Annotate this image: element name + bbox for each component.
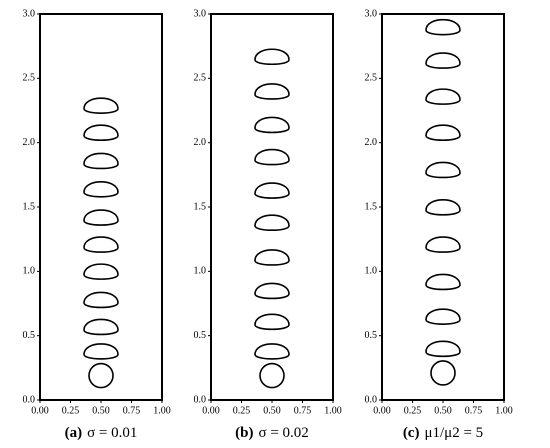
y-tick-label: 2.0 <box>365 137 378 148</box>
bubble <box>425 273 461 291</box>
y-tick-label: 2.5 <box>23 73 36 84</box>
bubble <box>254 343 290 360</box>
bubble <box>425 198 461 216</box>
y-tick-label: 1.5 <box>194 201 207 212</box>
bubble <box>254 313 290 331</box>
caption-text: σ = 0.02 <box>259 425 309 441</box>
y-tick-label: 1.0 <box>365 266 378 277</box>
x-tick-label: 0.75 <box>465 405 483 416</box>
x-tick-label: 0.25 <box>404 405 422 416</box>
bubble <box>425 236 461 253</box>
bubble <box>425 161 461 179</box>
bubble <box>425 88 461 105</box>
bubble <box>88 362 114 389</box>
caption-label: (b) <box>235 425 253 441</box>
caption-text: μ1/μ2 = 5 <box>424 425 483 441</box>
bubble <box>83 209 119 226</box>
bubble <box>83 97 119 114</box>
bubble <box>425 18 461 36</box>
x-tick-label: 0.00 <box>31 405 49 416</box>
bubble <box>254 182 290 199</box>
y-tick-label: 1.5 <box>365 201 378 212</box>
x-tick-label: 0.75 <box>123 405 141 416</box>
caption-label: (c) <box>403 425 420 441</box>
y-tick-label: 2.0 <box>23 137 36 148</box>
x-tick-label: 1.00 <box>153 405 171 416</box>
bubble <box>83 263 119 280</box>
y-tick-label: 0.0 <box>194 394 207 405</box>
bubble <box>83 318 119 336</box>
y-tick-label: 0.0 <box>365 394 378 405</box>
panel-caption: (b) σ = 0.02 <box>235 425 309 441</box>
bubble <box>83 343 119 360</box>
x-tick-label: 0.00 <box>202 405 220 416</box>
bubble <box>83 236 119 253</box>
y-tick-label: 1.0 <box>194 266 207 277</box>
x-tick-label: 1.00 <box>495 405 513 416</box>
bubble <box>425 308 461 325</box>
bubble <box>254 48 290 66</box>
y-tick-label: 2.0 <box>194 137 207 148</box>
caption-text: σ = 0.01 <box>87 425 137 441</box>
bubble <box>254 282 290 300</box>
bubble <box>83 180 119 198</box>
bubble <box>254 148 290 166</box>
x-tick-label: 1.00 <box>324 405 342 416</box>
bubble <box>254 214 290 232</box>
bubble <box>425 52 461 69</box>
x-tick-label: 0.50 <box>92 405 110 416</box>
panel-caption: (a) σ = 0.01 <box>65 425 138 441</box>
y-tick-label: 3.0 <box>23 8 36 19</box>
y-tick-label: 1.0 <box>23 266 36 277</box>
x-tick-label: 0.50 <box>434 405 452 416</box>
y-tick-label: 3.0 <box>365 8 378 19</box>
x-tick-label: 0.25 <box>62 405 80 416</box>
y-tick-label: 0.0 <box>23 394 36 405</box>
caption-label: (a) <box>65 425 83 441</box>
bubble <box>83 291 119 309</box>
bubble <box>425 124 461 141</box>
x-tick-label: 0.25 <box>233 405 251 416</box>
y-tick-label: 0.5 <box>365 330 378 341</box>
bubble <box>254 249 290 266</box>
y-tick-label: 1.5 <box>23 201 36 212</box>
plot-frame <box>39 13 163 401</box>
bubble <box>254 116 290 134</box>
y-tick-label: 0.5 <box>23 330 36 341</box>
x-tick-label: 0.75 <box>294 405 312 416</box>
panel-caption: (c) μ1/μ2 = 5 <box>403 425 483 441</box>
bubble <box>425 340 461 358</box>
y-tick-label: 2.5 <box>365 73 378 84</box>
bubble <box>259 362 285 389</box>
x-tick-label: 0.50 <box>263 405 281 416</box>
y-tick-label: 3.0 <box>194 8 207 19</box>
bubble <box>83 124 119 141</box>
x-tick-label: 0.00 <box>373 405 391 416</box>
bubble <box>83 152 119 170</box>
plot-frame <box>210 13 334 401</box>
y-tick-label: 2.5 <box>194 73 207 84</box>
bubble <box>254 83 290 100</box>
bubble <box>430 360 456 386</box>
y-tick-label: 0.5 <box>194 330 207 341</box>
